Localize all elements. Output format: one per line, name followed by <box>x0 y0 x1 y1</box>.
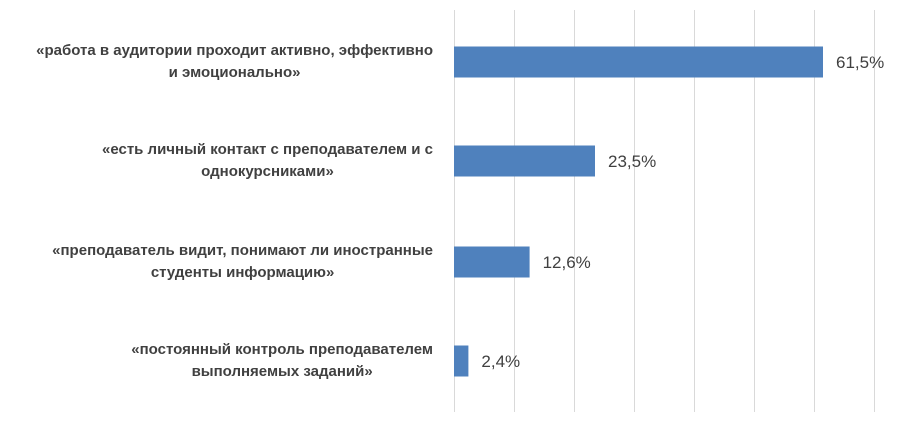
category-labels: «работа в аудитории проходит активно, эф… <box>36 42 433 380</box>
category-label-3: «преподаватель видит, понимают ли иностр… <box>52 242 433 281</box>
value-label-4: 2,4% <box>481 352 520 371</box>
bar-3 <box>454 246 530 278</box>
value-label-1: 61,5% <box>836 53 884 72</box>
category-label-4: «постоянный контроль преподавателем выпол… <box>131 341 433 380</box>
category-label-line: «преподаватель видит, понимают ли иностр… <box>52 242 433 259</box>
category-label-line: и эмоционально» <box>169 64 301 81</box>
category-label-1: «работа в аудитории проходит активно, эф… <box>36 42 433 81</box>
value-labels: 61,5% 23,5% 12,6% 2,4% <box>481 53 884 371</box>
bars <box>454 46 823 377</box>
bar-4 <box>454 345 469 377</box>
category-label-line: «есть личный контакт с преподавателем и … <box>102 141 433 158</box>
category-label-line: однокурсниками» <box>201 163 334 180</box>
category-label-line: «работа в аудитории проходит активно, эф… <box>36 42 433 59</box>
bar-1 <box>454 46 823 78</box>
category-label-line: студенты информацию» <box>151 264 334 281</box>
value-label-2: 23,5% <box>608 152 656 171</box>
value-label-3: 12,6% <box>543 253 591 272</box>
category-label-2: «есть личный контакт с преподавателем и … <box>102 141 433 180</box>
category-label-line: выполняемых заданий» <box>192 363 373 380</box>
bar-2 <box>454 145 595 177</box>
category-label-line: «постоянный контроль преподавателем <box>131 341 433 358</box>
